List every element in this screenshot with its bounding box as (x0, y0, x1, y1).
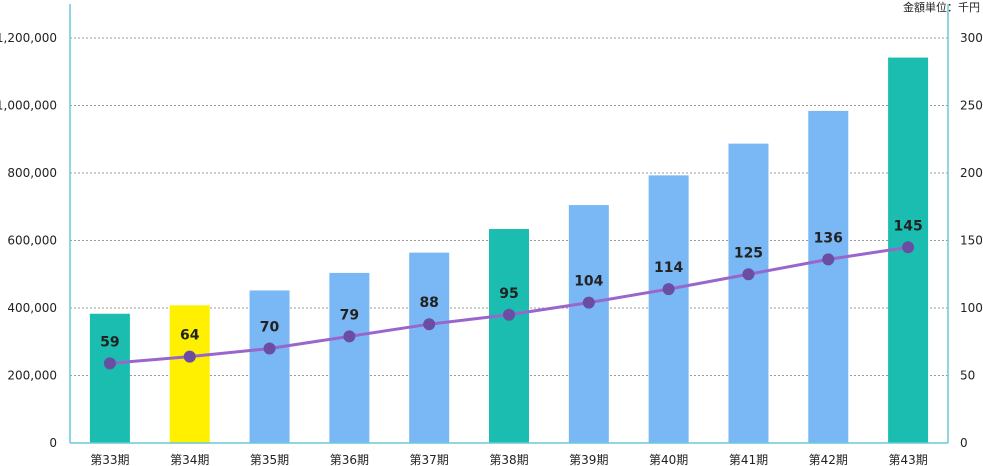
line-series (103, 241, 915, 370)
line-point-6 (582, 296, 595, 309)
line-point-8 (742, 268, 755, 281)
axes (69, 4, 949, 444)
category-label-2: 第35期 (250, 453, 289, 466)
bar-3 (329, 272, 370, 443)
bars (89, 57, 929, 444)
data-label-2: 70 (260, 320, 280, 336)
line-point-9 (822, 253, 835, 266)
category-label-1: 第34期 (170, 453, 209, 466)
data-label-10: 145 (893, 218, 922, 234)
category-label-8: 第41期 (729, 453, 768, 466)
category-label-0: 第33期 (90, 453, 129, 466)
left-tick-label-1: 200,000 (7, 369, 57, 383)
category-label-10: 第43期 (888, 453, 927, 466)
unit-label: 金額単位：千円 (903, 0, 980, 14)
right-tick-label-5: 250 (960, 99, 983, 113)
line-point-1 (183, 350, 196, 363)
bar-9 (808, 110, 849, 444)
bar-4 (409, 252, 450, 443)
right-tick-label-4: 200 (960, 166, 983, 180)
category-label-3: 第36期 (330, 453, 369, 466)
category-label-7: 第40期 (649, 453, 688, 466)
left-tick-label-5: 1,000,000 (0, 99, 57, 113)
data-label-6: 104 (574, 274, 603, 290)
right-tick-label-2: 100 (960, 301, 983, 315)
right-tick-label-1: 50 (960, 369, 975, 383)
category-label-4: 第37期 (410, 453, 449, 466)
left-tick-label-2: 400,000 (7, 301, 57, 315)
right-tick-label-3: 150 (960, 234, 983, 248)
line-point-5 (503, 308, 515, 321)
data-label-1: 64 (180, 328, 200, 344)
bar-2 (249, 290, 290, 443)
line-point-2 (263, 342, 276, 355)
right-tick-label-0: 0 (960, 436, 968, 450)
bar-7 (648, 175, 689, 444)
category-label-5: 第38期 (489, 453, 528, 466)
left-tick-label-3: 600,000 (7, 234, 57, 248)
bar-5 (489, 229, 529, 443)
bar-6 (568, 205, 609, 443)
data-label-9: 136 (814, 230, 843, 246)
line-point-7 (662, 283, 675, 296)
data-label-4: 88 (419, 295, 438, 311)
data-labels: 59 64 70 79 88 95 104 114 125 136 145 (100, 218, 923, 350)
right-tick-label-6: 300 (960, 31, 983, 45)
line-point-0 (103, 357, 116, 370)
left-axis-ticks: 0 200,000 400,000 600,000 800,000 1,000,000 1,… (0, 31, 57, 450)
line-point-4 (423, 318, 436, 331)
left-tick-label-0: 0 (49, 436, 57, 450)
data-label-7: 114 (654, 260, 683, 276)
bar-0 (89, 313, 130, 443)
data-label-8: 125 (734, 245, 763, 261)
data-label-5: 95 (499, 286, 518, 302)
left-tick-label-4: 800,000 (7, 166, 57, 180)
line-point-3 (343, 330, 356, 343)
left-tick-label-6: 1,200,000 (0, 31, 57, 45)
right-axis-ticks: 0 50 100 150 200 250 300 (960, 31, 983, 450)
line-point-10 (902, 241, 915, 254)
category-label-9: 第42期 (809, 453, 848, 466)
data-label-0: 59 (100, 334, 119, 350)
bar-1 (169, 305, 210, 443)
category-label-6: 第39期 (569, 453, 608, 466)
bar-8 (728, 143, 769, 443)
category-labels: 第33期 第34期 第35期 第36期 第37期 第38期 第39期 第40期 第41期 第42期… (90, 453, 927, 466)
data-label-3: 79 (340, 307, 359, 323)
